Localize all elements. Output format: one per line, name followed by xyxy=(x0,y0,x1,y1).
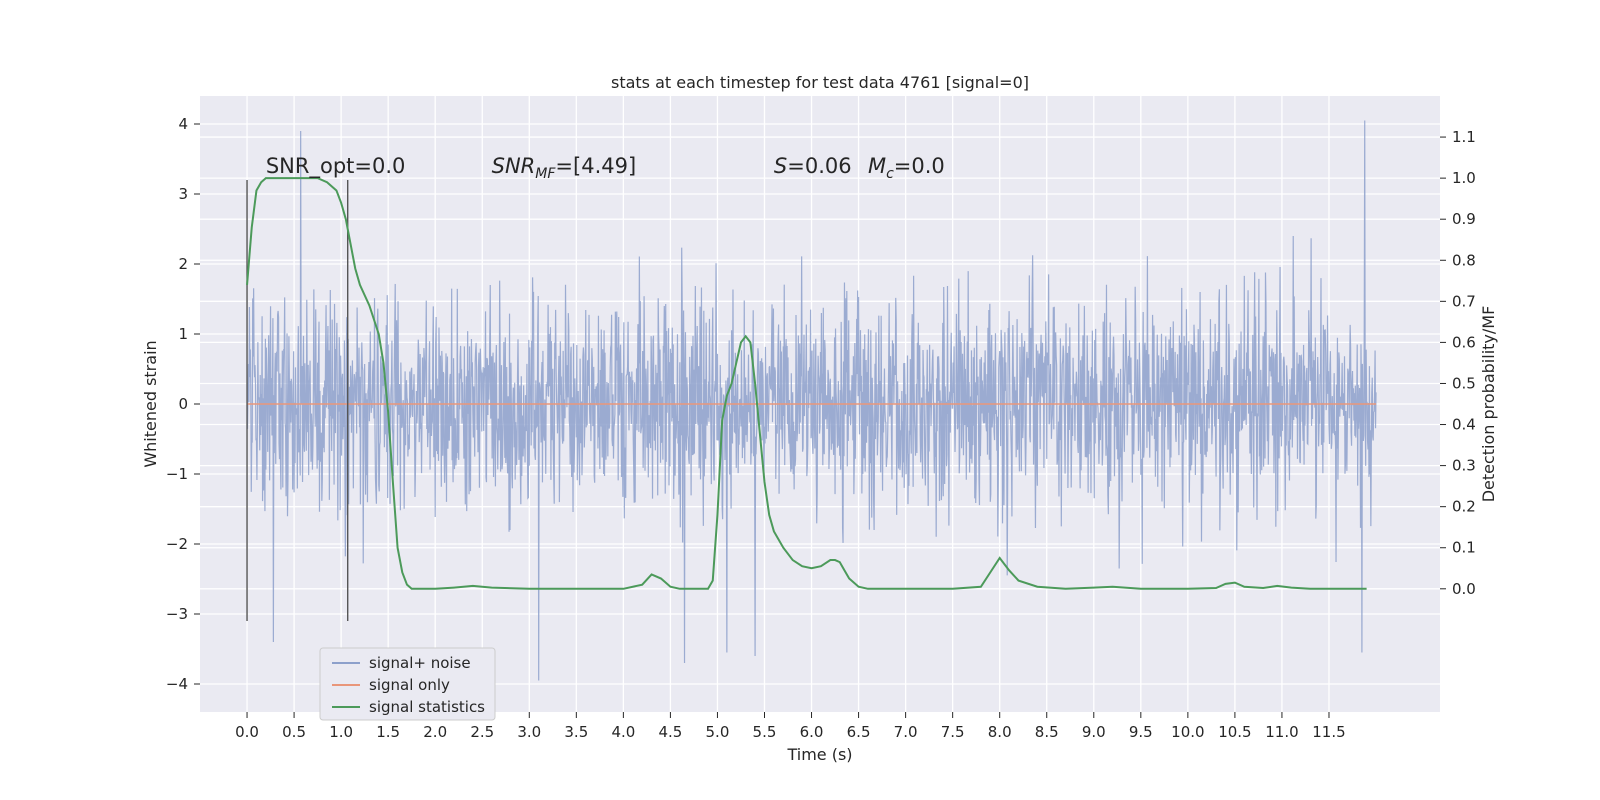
annotation-text: Mc=0.0 xyxy=(868,154,945,182)
x-tick-label: 1.5 xyxy=(376,723,400,741)
y2-tick-label: 0.2 xyxy=(1452,498,1476,516)
legend-label-noise: signal+ noise xyxy=(369,654,471,672)
y-tick-label: −3 xyxy=(166,605,188,623)
x-tick-label: 0.5 xyxy=(282,723,306,741)
y2-tick-label: 0.3 xyxy=(1452,457,1476,475)
x-tick-label: 0.0 xyxy=(235,723,259,741)
x-tick-label: 11.0 xyxy=(1265,723,1298,741)
x-tick-label: 9.0 xyxy=(1082,723,1106,741)
y2-tick-label: 0.9 xyxy=(1452,210,1476,228)
x-tick-label: 9.5 xyxy=(1129,723,1153,741)
legend-box xyxy=(319,647,496,721)
y2-tick-label: 0.0 xyxy=(1452,580,1476,598)
x-tick-label: 6.0 xyxy=(800,723,824,741)
y-tick-label: −2 xyxy=(166,535,188,553)
annotation-text: SNR_opt=0.0 xyxy=(266,154,406,179)
y2-tick-label: 0.5 xyxy=(1452,374,1476,392)
y-tick-label: 2 xyxy=(178,255,188,273)
y-tick-label: −1 xyxy=(166,465,188,483)
y2-tick-label: 1.1 xyxy=(1452,128,1476,146)
y2-tick-label: 0.4 xyxy=(1452,416,1476,434)
y2-tick-label: 0.7 xyxy=(1452,292,1476,310)
legend: signal+ noise signal only signal statist… xyxy=(319,647,496,721)
x-tick-label: 7.0 xyxy=(894,723,918,741)
chart-title: stats at each timestep for test data 476… xyxy=(611,73,1029,92)
marker-lines xyxy=(246,180,349,621)
x-tick-label: 8.0 xyxy=(988,723,1012,741)
x-tick-label: 11.5 xyxy=(1312,723,1345,741)
x-tick-label: 2.5 xyxy=(470,723,494,741)
y-tick-label: 1 xyxy=(178,325,188,343)
x-tick-label: 4.0 xyxy=(611,723,635,741)
x-tick-label: 10.0 xyxy=(1171,723,1204,741)
y-tick-label: 3 xyxy=(178,185,188,203)
x-axis-label: Time (s) xyxy=(786,745,852,764)
legend-label-signal: signal only xyxy=(369,676,450,694)
y2-tick-label: 0.1 xyxy=(1452,539,1476,557)
y2-tick-label: 0.8 xyxy=(1452,251,1476,269)
y2-tick-label: 1.0 xyxy=(1452,169,1476,187)
y-tick-label: −4 xyxy=(166,675,188,693)
x-tick-label: 6.5 xyxy=(847,723,871,741)
annotations: SNR_opt=0.0 SNRMF=[4.49] S=0.06 Mc=0.0 xyxy=(266,154,945,182)
x-tick-label: 8.5 xyxy=(1035,723,1059,741)
signal-noise-line xyxy=(246,120,1377,681)
legend-label-stats: signal statistics xyxy=(369,698,485,716)
y-tick-label: 4 xyxy=(178,115,188,133)
x-tick-label: 10.5 xyxy=(1218,723,1251,741)
y2-axis-label: Detection probability/MF xyxy=(1479,306,1498,503)
x-tick-label: 4.5 xyxy=(658,723,682,741)
x-tick-label: 3.0 xyxy=(517,723,541,741)
x-tick-label: 2.0 xyxy=(423,723,447,741)
y2-tick-label: 0.6 xyxy=(1452,333,1476,351)
x-tick-label: 7.5 xyxy=(941,723,965,741)
signal-statistics-series xyxy=(246,177,1367,590)
y-tick-label: 0 xyxy=(178,395,188,413)
annotation-text: S=0.06 xyxy=(774,154,852,178)
annotation-text: SNRMF=[4.49] xyxy=(492,154,637,182)
x-tick-label: 5.5 xyxy=(753,723,777,741)
signal-noise-series xyxy=(246,120,1377,681)
y-axis-label: Whitened strain xyxy=(141,340,160,467)
axis-ticks: 0.0 0.5 1.0 1.5 2.0 2.5 3.0 3.5 4.0 4.5 5.0 5.5 6.0 6… xyxy=(166,115,1476,741)
x-tick-label: 5.0 xyxy=(706,723,730,741)
x-tick-label: 3.5 xyxy=(564,723,588,741)
signal-statistics-line xyxy=(246,177,1367,590)
x-tick-label: 1.0 xyxy=(329,723,353,741)
